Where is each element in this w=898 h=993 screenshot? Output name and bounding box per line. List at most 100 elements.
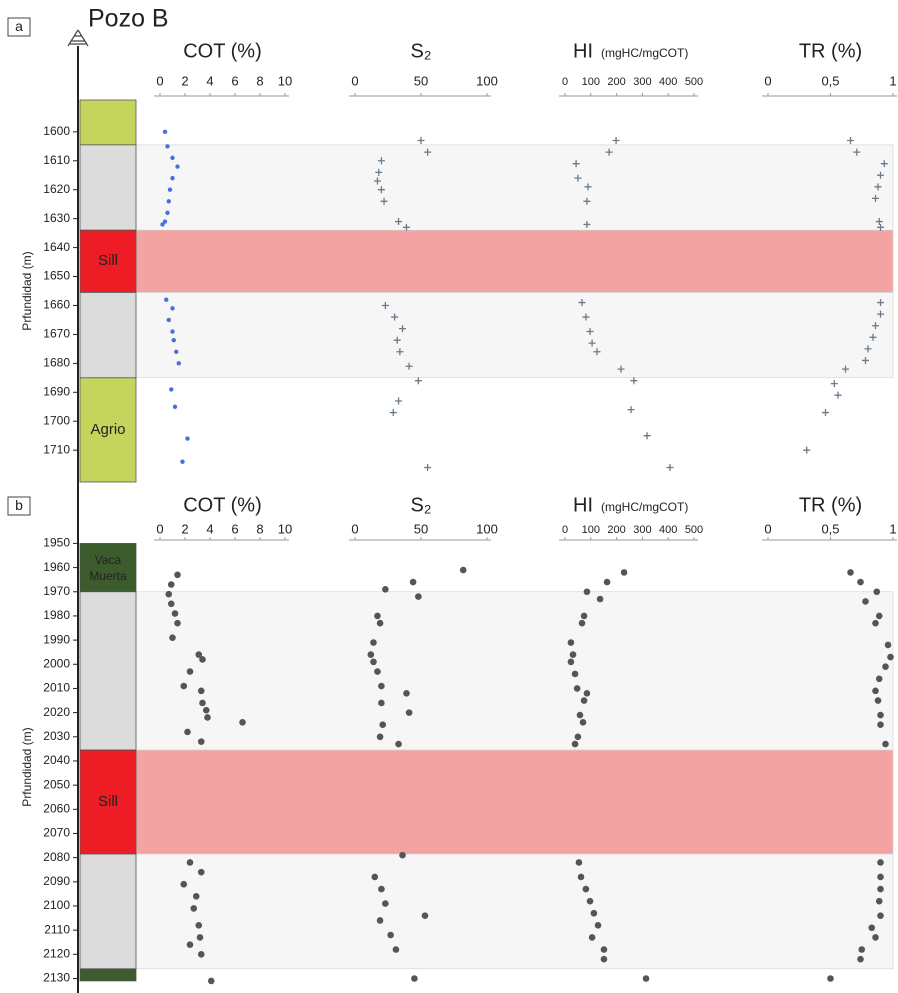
data-point xyxy=(376,917,384,924)
y-tick-label: 1970 xyxy=(43,584,70,598)
data-point xyxy=(583,588,591,596)
data-point xyxy=(877,711,884,719)
track-title: S₂ xyxy=(410,40,431,62)
track-title: TR (%) xyxy=(799,40,862,62)
data-point xyxy=(167,581,175,588)
data-point xyxy=(199,656,206,663)
data-point xyxy=(459,566,467,574)
lithology-label: Vaca Muerta xyxy=(89,552,127,583)
x-tick-label: 500 xyxy=(685,524,703,536)
data-point xyxy=(375,168,383,176)
data-point xyxy=(858,946,866,953)
y-tick-label: 2050 xyxy=(43,777,70,791)
x-tick-label: 0 xyxy=(351,521,358,536)
x-tick-label: 300 xyxy=(633,76,651,88)
data-point xyxy=(402,223,410,231)
data-point xyxy=(596,595,604,603)
data-point xyxy=(162,129,168,135)
data-point xyxy=(174,349,179,354)
data-point xyxy=(577,873,585,881)
data-point xyxy=(170,306,175,311)
lithology-band xyxy=(135,229,894,293)
data-point xyxy=(877,859,884,866)
data-point xyxy=(822,409,829,417)
track-title: COT (%) xyxy=(183,40,262,62)
x-tick-label: 0 xyxy=(562,76,568,88)
y-tick-label: 2110 xyxy=(44,922,70,936)
lithology-unit xyxy=(79,853,137,970)
y-tick-label: 2000 xyxy=(43,656,70,670)
data-point xyxy=(582,313,590,321)
data-point xyxy=(184,728,191,736)
data-point xyxy=(575,859,583,866)
data-point xyxy=(864,345,872,353)
data-point xyxy=(395,397,403,405)
lithology-band xyxy=(135,292,894,379)
x-tick-label: 500 xyxy=(685,76,703,88)
lithology-band xyxy=(135,591,894,751)
data-point xyxy=(197,687,205,695)
data-point xyxy=(830,380,838,388)
lithology-unit xyxy=(79,229,137,293)
data-point xyxy=(572,160,580,168)
data-point xyxy=(190,905,198,912)
data-point xyxy=(578,299,586,307)
data-point xyxy=(379,721,387,729)
x-tick-label: 0,5 xyxy=(821,521,839,536)
data-point xyxy=(196,934,204,941)
data-point xyxy=(887,653,894,661)
data-point xyxy=(172,404,178,409)
y-tick-label: 1630 xyxy=(43,211,70,225)
data-point xyxy=(160,222,165,227)
data-point xyxy=(643,432,651,440)
y-tick-label: 2120 xyxy=(43,946,70,960)
y-tick-label: 2030 xyxy=(43,729,70,743)
data-point xyxy=(166,317,171,323)
data-point xyxy=(642,975,650,982)
x-tick-label: 2 xyxy=(181,521,188,536)
data-point xyxy=(583,220,591,228)
data-point xyxy=(202,706,210,714)
data-point xyxy=(371,873,379,881)
data-point xyxy=(374,668,381,675)
data-point xyxy=(877,310,884,318)
y-tick-label: 1700 xyxy=(43,413,70,427)
lithology-label: Sill xyxy=(97,252,118,270)
data-point xyxy=(617,365,625,373)
y-tick-label: 1650 xyxy=(43,269,70,283)
data-point xyxy=(880,160,888,168)
figure-title: Pozo B xyxy=(88,5,169,33)
data-point xyxy=(877,721,884,729)
data-point xyxy=(872,322,879,330)
lithology-label: Agrio xyxy=(90,420,126,438)
data-point xyxy=(186,941,194,948)
data-point xyxy=(207,977,215,985)
x-tick-label: 1 xyxy=(889,521,896,536)
data-point xyxy=(853,148,861,156)
y-tick-label: 1680 xyxy=(43,356,70,370)
track-title: HI xyxy=(573,40,593,62)
data-point xyxy=(376,619,384,627)
y-tick-label: 1600 xyxy=(43,124,70,138)
data-point xyxy=(594,922,602,929)
data-point xyxy=(396,348,404,356)
y-tick-label: 2100 xyxy=(43,898,70,912)
data-point xyxy=(414,377,422,385)
data-point xyxy=(377,157,385,165)
track-title: COT (%) xyxy=(183,494,262,516)
data-point xyxy=(588,934,596,941)
y-tick-label: 1710 xyxy=(43,442,70,456)
data-point xyxy=(603,578,611,586)
data-point xyxy=(862,356,869,364)
data-point xyxy=(612,137,620,145)
data-point xyxy=(162,219,168,224)
data-point xyxy=(877,912,884,919)
data-point xyxy=(373,177,381,185)
data-point xyxy=(873,588,881,596)
data-point xyxy=(170,175,175,181)
data-point xyxy=(370,658,377,666)
data-point xyxy=(571,670,579,678)
y-tick-label: 2130 xyxy=(43,971,70,985)
data-point xyxy=(175,164,180,169)
data-point xyxy=(382,900,389,907)
